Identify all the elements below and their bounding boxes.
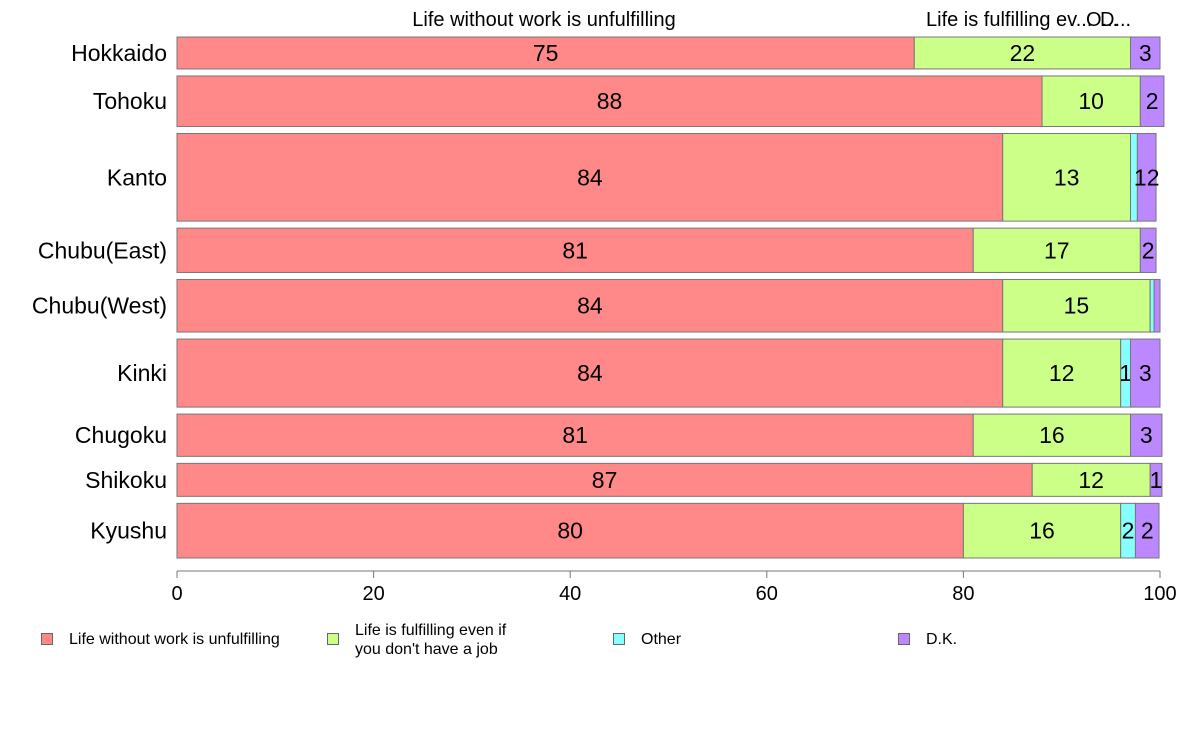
data-label-kanto-series-0: 84 — [577, 164, 603, 190]
x-tick-label-20: 20 — [362, 583, 384, 605]
data-label-chugoku-series-1: 16 — [1039, 422, 1065, 448]
bar-chugoku-series-1 — [972, 413, 1132, 457]
data-label-chugoku-series-3: 3 — [1140, 422, 1153, 448]
category-label-kinki: Kinki — [117, 360, 167, 386]
data-label-tohoku-series-1: 10 — [1078, 88, 1104, 114]
data-label-kinki-series-1: 12 — [1049, 360, 1075, 386]
bar-chugoku-series-3 — [1130, 413, 1163, 457]
bar-chubu-east-series-3 — [1139, 227, 1157, 273]
legend-label-dk: D.K. — [926, 631, 958, 648]
data-label-shikoku-series-0: 87 — [592, 467, 618, 493]
data-label-kinki-series-0: 84 — [577, 360, 603, 386]
bar-kinki-series-1 — [1002, 338, 1122, 408]
legend-item-unfulfilling: Life without work is unfulfilling — [41, 620, 280, 649]
category-label-tohoku: Tohoku — [93, 88, 167, 114]
legend-swatch-fulfilling — [327, 633, 339, 645]
category-label-kyushu: Kyushu — [90, 518, 167, 544]
legend-item-dk: D.K. — [898, 620, 957, 649]
category-label-chubu-west: Chubu(West) — [32, 293, 167, 319]
data-label-shikoku-series-3: 1 — [1150, 467, 1163, 493]
x-tick-label-40: 40 — [559, 583, 581, 605]
top-label-0: Life without work is unfulfilling — [412, 9, 675, 31]
bar-kyushu-series-3 — [1134, 502, 1160, 559]
legend-label-fulfilling: Life is fulfilling even if you don't hav… — [355, 622, 507, 658]
data-label-shikoku-series-1: 12 — [1078, 467, 1104, 493]
legend-swatch-dk — [898, 633, 910, 645]
data-label-chubu-east-series-0: 81 — [562, 237, 588, 263]
bar-kyushu-series-1 — [962, 502, 1122, 559]
category-label-kanto: Kanto — [107, 164, 167, 190]
legend-label-other: Other — [641, 631, 682, 648]
x-tick-label-100: 100 — [1143, 583, 1176, 605]
category-label-hokkaido: Hokkaido — [71, 40, 167, 66]
top-label-1: Life is fulfilling ev... — [926, 9, 1092, 31]
data-label-kinki-series-2: 1 — [1119, 360, 1132, 386]
legend-swatch-unfulfilling — [41, 633, 53, 645]
data-label-hokkaido-series-0: 75 — [533, 40, 559, 66]
bar-shikoku-series-0 — [176, 462, 1033, 497]
bar-kanto-series-3 — [1136, 132, 1157, 222]
bar-chubu-west-series-1 — [1002, 278, 1151, 333]
x-tick-label-60: 60 — [756, 583, 778, 605]
bar-kanto-series-0 — [176, 132, 1004, 222]
category-label-chubu-east: Chubu(East) — [38, 237, 167, 263]
data-label-chugoku-series-0: 81 — [562, 422, 588, 448]
bar-tohoku-series-3 — [1139, 75, 1165, 127]
legend-label-unfulfilling: Life without work is unfulfilling — [69, 631, 280, 648]
data-label-kyushu-series-0: 80 — [557, 518, 583, 544]
x-tick-label-80: 80 — [952, 583, 974, 605]
data-label-hokkaido-series-3: 3 — [1139, 40, 1152, 66]
data-label-chubu-east-series-1: 17 — [1044, 237, 1070, 263]
bar-hokkaido-series-1 — [913, 36, 1132, 70]
data-label-hokkaido-series-1: 22 — [1010, 40, 1036, 66]
bar-hokkaido-series-3 — [1130, 36, 1161, 70]
top-label-3: D... — [1100, 9, 1131, 31]
bar-shikoku-series-3 — [1149, 462, 1163, 497]
category-label-shikoku: Shikoku — [85, 467, 167, 493]
data-label-chubu-east-series-3: 2 — [1142, 237, 1155, 263]
bar-tohoku-series-1 — [1041, 75, 1141, 127]
bar-chubu-east-series-0 — [176, 227, 974, 273]
data-label-kyushu-series-1: 16 — [1029, 518, 1055, 544]
category-label-chugoku: Chugoku — [75, 422, 167, 448]
bar-chubu-west-series-2 — [1149, 278, 1155, 333]
legend-item-fulfilling: Life is fulfilling even if you don't hav… — [327, 620, 506, 659]
x-tick-label-0: 0 — [171, 583, 182, 605]
data-label-kyushu-series-2: 2 — [1122, 518, 1135, 544]
data-label-chubu-west-series-0: 84 — [577, 293, 603, 319]
data-label-tohoku-series-0: 88 — [597, 88, 623, 114]
data-label-kanto-series-1: 13 — [1054, 164, 1080, 190]
bar-tohoku-series-0 — [176, 75, 1043, 127]
data-label-kyushu-series-3: 2 — [1141, 518, 1154, 544]
data-label-kinki-series-3: 3 — [1139, 360, 1152, 386]
data-label-chubu-west-series-1: 15 — [1064, 293, 1090, 319]
legend-item-other: Other — [613, 620, 681, 649]
data-label-tohoku-series-3: 2 — [1146, 88, 1159, 114]
bar-kyushu-series-0 — [176, 502, 964, 559]
top-label-2: O... — [1086, 9, 1118, 31]
bar-kinki-series-3 — [1130, 338, 1161, 408]
data-label-kanto-series-3: 12 — [1134, 164, 1160, 190]
bar-hokkaido-series-0 — [176, 36, 915, 70]
bar-kanto-series-1 — [1002, 132, 1132, 222]
bar-chugoku-series-0 — [176, 413, 974, 457]
bar-chubu-west-series-3 — [1153, 278, 1161, 333]
bar-kinki-series-0 — [176, 338, 1004, 408]
bar-chubu-west-series-0 — [176, 278, 1004, 333]
legend: Life without work is unfulfilling Life i… — [0, 620, 1188, 670]
legend-swatch-other — [613, 633, 625, 645]
